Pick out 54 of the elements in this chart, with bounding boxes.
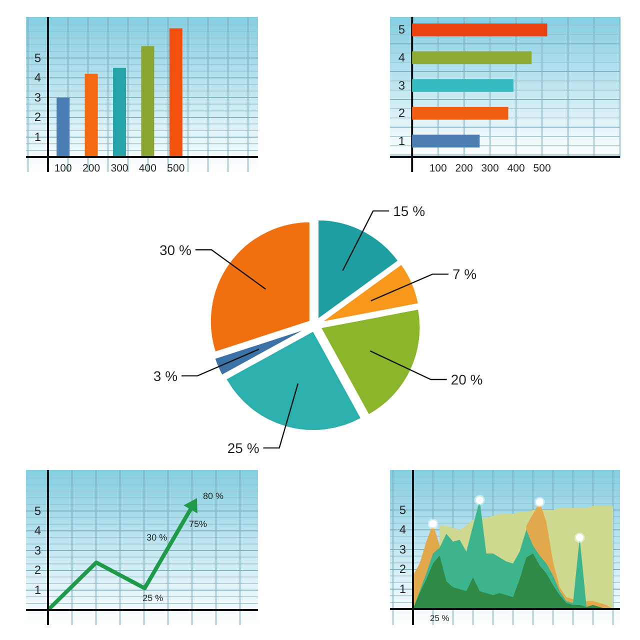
y-tick-label: 4 (34, 70, 42, 85)
x-tick-label: 100 (429, 162, 447, 174)
point (574, 532, 585, 543)
bar (141, 46, 154, 157)
y-tick-label: 1 (398, 134, 406, 148)
x-tick-label: 300 (110, 162, 128, 174)
bar (169, 28, 182, 157)
x-tick-label: 100 (54, 162, 72, 174)
y-tick-label: 2 (399, 562, 406, 576)
x-tick-label: 400 (138, 162, 157, 174)
bar (113, 68, 126, 157)
bar (412, 24, 548, 36)
bar (412, 134, 480, 148)
y-tick-label: 5 (34, 50, 42, 65)
y-tick-label: 5 (398, 22, 406, 37)
data-label: 3 % (153, 368, 178, 384)
x-tick-label: 400 (507, 162, 525, 174)
bar (412, 106, 508, 120)
x-tick-label: 300 (481, 162, 499, 174)
point (428, 518, 438, 530)
data-label: 20 % (450, 372, 483, 388)
x-tick-label: 500 (167, 162, 185, 174)
y-tick-label: 1 (34, 583, 42, 598)
y-tick-label: 5 (399, 502, 406, 517)
y-tick-label: 3 (399, 542, 406, 556)
y-tick-label: 4 (34, 524, 42, 538)
x-tick-label: 200 (455, 162, 473, 174)
y-tick-label: 3 (34, 90, 42, 104)
bar (56, 98, 70, 157)
data-label: 30 % (160, 242, 192, 258)
data-label: 15 % (393, 202, 426, 219)
bar (412, 79, 514, 92)
bar (412, 51, 532, 64)
y-tick-label: 3 (34, 543, 42, 558)
annotation: 30 % (146, 532, 168, 543)
y-tick-label: 1 (399, 582, 406, 596)
y-tick-label: 2 (34, 110, 42, 124)
annotation: 75% (188, 519, 208, 530)
y-tick-label: 5 (34, 504, 42, 518)
data-label: 7 % (452, 266, 477, 282)
point (534, 496, 545, 508)
y-tick-label: 4 (399, 522, 406, 537)
y-tick-label: 3 (398, 78, 406, 92)
point (474, 494, 485, 506)
annotation: 80 % (203, 491, 224, 502)
y-tick-label: 1 (34, 130, 42, 144)
x-tick-label: 200 (82, 162, 100, 174)
y-tick-label: 2 (398, 106, 406, 120)
data-label: 25 % (227, 440, 260, 456)
annotation: 25 % (142, 593, 164, 604)
bar (84, 74, 98, 157)
y-tick-label: 2 (34, 563, 42, 578)
y-tick-label: 4 (398, 50, 406, 65)
x-tick-label: 500 (533, 162, 551, 174)
